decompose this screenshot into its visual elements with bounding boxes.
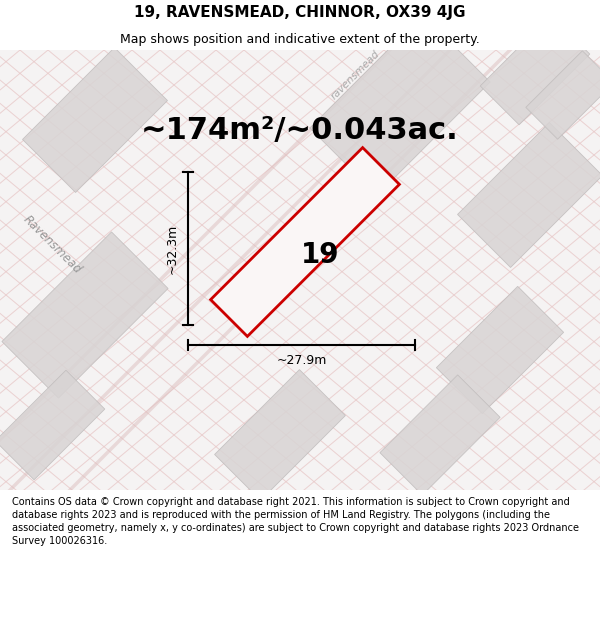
Text: Ravensmead: Ravensmead xyxy=(20,213,84,277)
Text: ~27.9m: ~27.9m xyxy=(277,354,326,367)
Polygon shape xyxy=(436,286,563,414)
Polygon shape xyxy=(380,375,500,495)
Polygon shape xyxy=(0,370,105,480)
Polygon shape xyxy=(215,369,346,501)
Polygon shape xyxy=(480,15,590,125)
Polygon shape xyxy=(2,232,168,398)
Polygon shape xyxy=(458,122,600,268)
Text: 19, RAVENSMEAD, CHINNOR, OX39 4JG: 19, RAVENSMEAD, CHINNOR, OX39 4JG xyxy=(134,5,466,20)
Text: Contains OS data © Crown copyright and database right 2021. This information is : Contains OS data © Crown copyright and d… xyxy=(12,497,579,546)
Text: ~174m²/~0.043ac.: ~174m²/~0.043ac. xyxy=(141,116,459,144)
Text: 19: 19 xyxy=(301,241,339,269)
Text: Map shows position and indicative extent of the property.: Map shows position and indicative extent… xyxy=(120,32,480,46)
Polygon shape xyxy=(23,48,167,192)
Polygon shape xyxy=(526,51,600,139)
Polygon shape xyxy=(310,15,490,195)
Text: ravensmead: ravensmead xyxy=(329,49,382,101)
Text: ~32.3m: ~32.3m xyxy=(166,223,179,274)
Polygon shape xyxy=(211,148,400,336)
